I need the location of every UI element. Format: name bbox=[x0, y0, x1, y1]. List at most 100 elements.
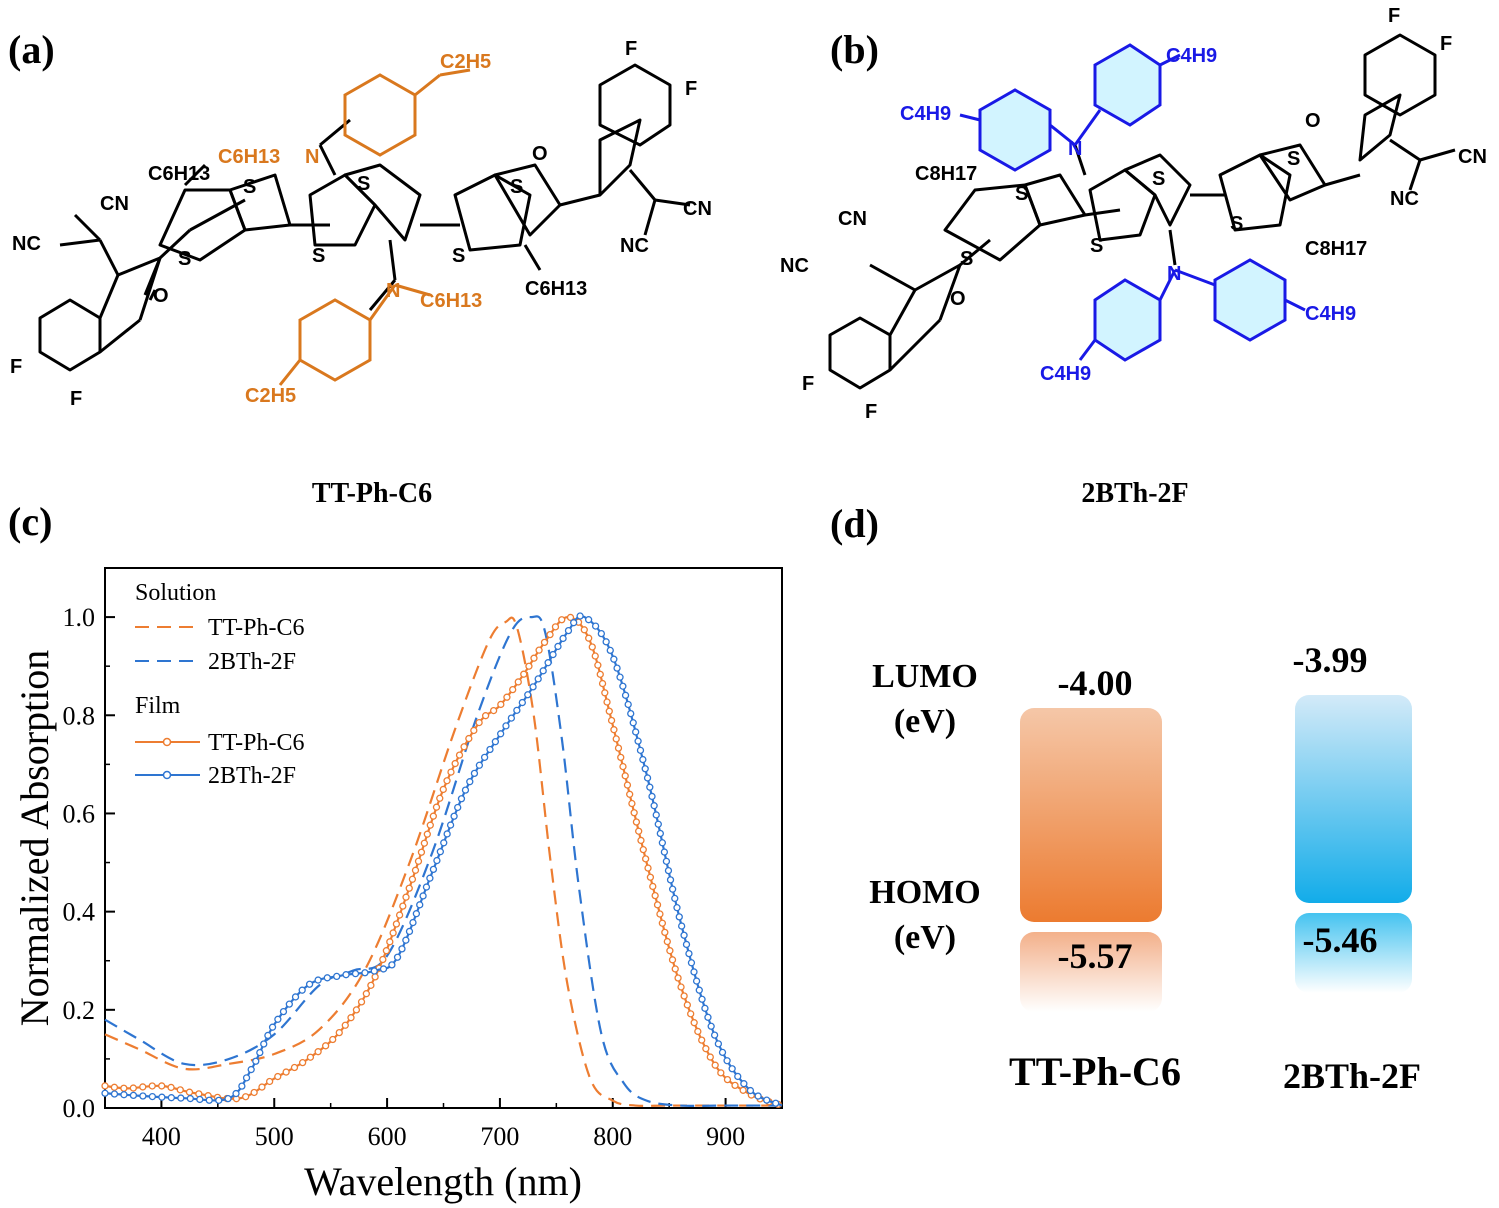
atom-c4h9: C4H9 bbox=[1040, 363, 1091, 385]
marker-film-2bth-2f bbox=[305, 980, 314, 988]
marker-film-tt-ph-c6 bbox=[386, 938, 394, 946]
marker-film-tt-ph-c6 bbox=[637, 836, 645, 845]
marker-film-2bth-2f bbox=[446, 821, 455, 829]
marker-film-tt-ph-c6 bbox=[540, 638, 549, 647]
atom-s: S bbox=[1287, 148, 1300, 170]
marker-film-tt-ph-c6 bbox=[630, 809, 638, 817]
atom-o: O bbox=[950, 288, 966, 310]
marker-film-2bth-2f bbox=[370, 967, 378, 975]
marker-film-2bth-2f bbox=[342, 971, 350, 979]
atom-f: F bbox=[685, 78, 697, 100]
marker-film-2bth-2f bbox=[422, 883, 431, 891]
marker-film-tt-ph-c6 bbox=[314, 1048, 322, 1056]
legend-marker-film-tt bbox=[162, 737, 172, 747]
marker-film-2bth-2f bbox=[666, 876, 675, 884]
marker-film-tt-ph-c6 bbox=[503, 693, 511, 701]
marker-film-2bth-2f bbox=[648, 792, 656, 801]
marker-film-2bth-2f bbox=[591, 622, 600, 630]
marker-film-2bth-2f bbox=[412, 910, 421, 918]
y-tick-label: 0.0 bbox=[63, 1094, 96, 1123]
marker-film-tt-ph-c6 bbox=[423, 830, 431, 838]
legend-entry-solution-tt: TT-Ph-C6 bbox=[208, 615, 304, 641]
legend-entry-solution-2bth: 2BTh-2F bbox=[208, 649, 296, 675]
marker-film-tt-ph-c6 bbox=[580, 626, 588, 634]
marker-film-2bth-2f bbox=[707, 1022, 715, 1030]
marker-film-2bth-2f bbox=[393, 953, 402, 961]
marker-film-tt-ph-c6 bbox=[341, 1021, 349, 1029]
marker-film-tt-ph-c6 bbox=[723, 1075, 732, 1084]
marker-film-tt-ph-c6 bbox=[436, 794, 444, 802]
x-tick-label: 700 bbox=[480, 1122, 519, 1151]
marker-film-tt-ph-c6 bbox=[598, 679, 607, 688]
marker-film-tt-ph-c6 bbox=[489, 706, 498, 715]
atom-f: F bbox=[802, 373, 814, 395]
marker-film-tt-ph-c6 bbox=[282, 1068, 290, 1076]
marker-film-2bth-2f bbox=[656, 829, 664, 838]
blue-phenyl-groups bbox=[978, 43, 1287, 362]
marker-film-2bth-2f bbox=[110, 1090, 119, 1098]
atom-nc: NC bbox=[780, 255, 809, 277]
marker-film-2bth-2f bbox=[534, 675, 542, 683]
marker-film-tt-ph-c6 bbox=[661, 928, 669, 937]
atom-f: F bbox=[625, 38, 637, 60]
marker-film-2bth-2f bbox=[549, 650, 557, 659]
marker-film-tt-ph-c6 bbox=[671, 965, 679, 973]
marker-film-tt-ph-c6 bbox=[362, 990, 371, 998]
marker-film-tt-ph-c6 bbox=[530, 654, 538, 662]
marker-film-2bth-2f bbox=[461, 786, 470, 794]
marker-film-2bth-2f bbox=[285, 1000, 293, 1008]
marker-film-tt-ph-c6 bbox=[635, 827, 643, 835]
marker-film-2bth-2f bbox=[658, 839, 667, 847]
energy-level-diagram: LUMO (eV) HOMO (eV) -4.00 -3.99 -5.57 -5… bbox=[869, 640, 1421, 1096]
marker-film-tt-ph-c6 bbox=[731, 1081, 739, 1090]
marker-film-2bth-2f bbox=[291, 993, 300, 1001]
marker-film-2bth-2f bbox=[695, 986, 703, 994]
marker-film-2bth-2f bbox=[763, 1096, 771, 1104]
marker-film-tt-ph-c6 bbox=[656, 910, 664, 918]
homo-glow-tt-ph-c6 bbox=[1020, 932, 1162, 1012]
marker-film-2bth-2f bbox=[621, 691, 630, 699]
marker-film-tt-ph-c6 bbox=[588, 643, 596, 651]
marker-film-tt-ph-c6 bbox=[432, 803, 441, 811]
atom-f: F bbox=[865, 401, 877, 423]
marker-film-2bth-2f bbox=[264, 1031, 272, 1040]
marker-film-tt-ph-c6 bbox=[653, 901, 662, 909]
marker-film-2bth-2f bbox=[613, 664, 621, 672]
marker-film-tt-ph-c6 bbox=[475, 718, 483, 727]
atom-s: S bbox=[178, 248, 191, 270]
marker-film-tt-ph-c6 bbox=[110, 1083, 119, 1091]
marker-film-tt-ph-c6 bbox=[399, 902, 407, 910]
marker-film-tt-ph-c6 bbox=[644, 864, 652, 872]
atom-cn: CN bbox=[838, 208, 867, 230]
atom-labels: C8H17 CN NC O F F S S S S S S C8H17 O F … bbox=[780, 5, 1487, 423]
marker-film-2bth-2f bbox=[402, 936, 410, 944]
atom-o: O bbox=[1305, 110, 1321, 132]
marker-film-2bth-2f bbox=[497, 730, 505, 738]
marker-film-2bth-2f bbox=[671, 894, 679, 903]
marker-film-tt-ph-c6 bbox=[649, 882, 657, 891]
legend-group-film: Film bbox=[135, 693, 181, 719]
marker-film-2bth-2f bbox=[698, 995, 706, 1003]
marker-film-2bth-2f bbox=[632, 728, 640, 736]
x-tick-label: 600 bbox=[368, 1122, 407, 1151]
atom-n: N bbox=[386, 280, 400, 302]
absorption-chart: 400 500 600 700 800 900 0.0 0.2 0.4 0.6 0.8 1.0 Wav… bbox=[12, 567, 783, 1204]
marker-film-2bth-2f bbox=[634, 737, 642, 745]
marker-film-2bth-2f bbox=[643, 774, 652, 782]
axis-ticks: 400 500 600 700 800 900 0.0 0.2 0.4 0.6 0.8 1.0 bbox=[63, 567, 783, 1151]
marker-film-2bth-2f bbox=[734, 1072, 742, 1081]
blue-bonds bbox=[959, 53, 1306, 361]
marker-film-2bth-2f bbox=[660, 848, 669, 856]
marker-film-tt-ph-c6 bbox=[371, 973, 379, 981]
atom-n: N bbox=[305, 146, 319, 168]
marker-film-tt-ph-c6 bbox=[566, 613, 575, 622]
marker-film-2bth-2f bbox=[416, 901, 424, 909]
marker-film-tt-ph-c6 bbox=[694, 1027, 702, 1036]
marker-film-2bth-2f bbox=[388, 961, 396, 969]
marker-film-2bth-2f bbox=[247, 1065, 255, 1074]
marker-film-2bth-2f bbox=[139, 1092, 147, 1100]
marker-film-2bth-2f bbox=[433, 856, 441, 865]
marker-film-tt-ph-c6 bbox=[389, 929, 397, 937]
marker-film-2bth-2f bbox=[646, 783, 654, 791]
atom-s: S bbox=[1152, 168, 1165, 190]
